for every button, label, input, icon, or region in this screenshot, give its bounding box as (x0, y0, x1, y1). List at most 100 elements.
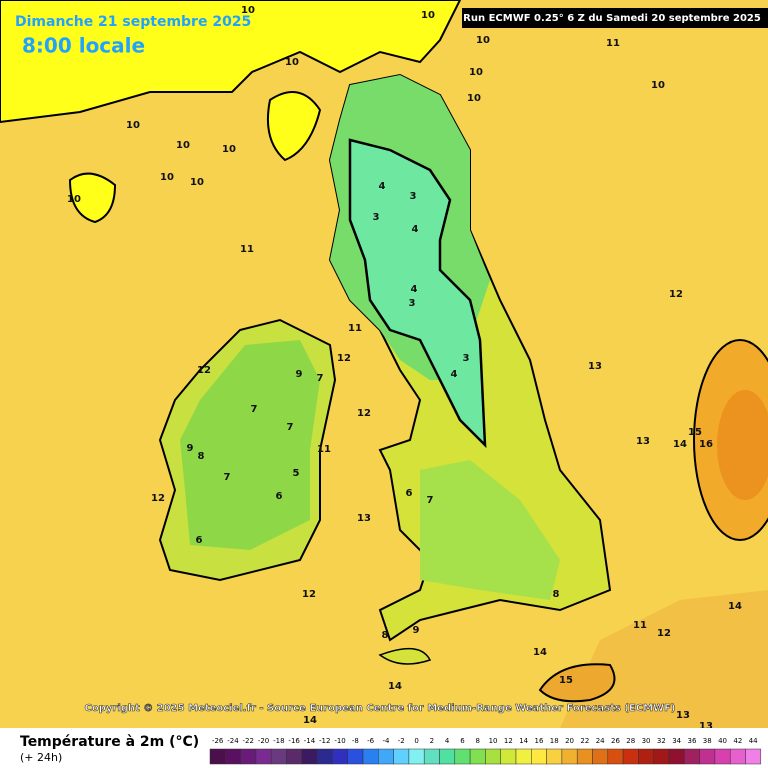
contour-label: 14 (533, 647, 547, 658)
scale-swatch (531, 748, 547, 765)
contour-label: 8 (382, 630, 389, 641)
contour-label: 4 (379, 181, 386, 192)
scale-label: -4 (382, 737, 390, 745)
contour-label: 13 (588, 361, 602, 372)
contour-label: 3 (463, 353, 470, 364)
scale-label: -8 (352, 737, 359, 745)
contour-label: 4 (411, 284, 418, 295)
contour-label: 6 (196, 535, 203, 546)
legend-title: Température à 2m (°C) (20, 734, 199, 750)
warm-zone (538, 663, 616, 703)
scale-label: 36 (687, 737, 696, 745)
contour-label: 13 (636, 436, 650, 447)
contour-label: 4 (412, 224, 419, 235)
scale-swatch (240, 748, 257, 765)
copyright: Copyright © 2025 Meteociel.fr - Source E… (85, 703, 676, 714)
contour-label: 10 (190, 177, 204, 188)
contour-label: 4 (451, 369, 458, 380)
scale-label: 32 (657, 737, 666, 745)
scale-label: -10 (334, 737, 345, 745)
warm-zone (560, 590, 768, 728)
scale-swatch (638, 748, 654, 765)
scale-label: 44 (749, 737, 758, 745)
contour-label: 14 (728, 601, 742, 612)
scale-label: 38 (703, 737, 712, 745)
contour-label: 14 (388, 681, 402, 692)
scale-swatch (332, 748, 348, 765)
scale-swatch (469, 748, 486, 765)
scale-label: -12 (319, 737, 330, 745)
contour-label: 15 (559, 675, 573, 686)
ireland-zone (180, 340, 320, 550)
scale-label: -18 (273, 737, 284, 745)
scale-label: -22 (243, 737, 254, 745)
contour-label: 10 (285, 57, 299, 68)
contour-label: 12 (337, 353, 351, 364)
scale-swatch (622, 748, 639, 765)
scale-label: -14 (304, 737, 316, 745)
contour-label: 10 (160, 172, 174, 183)
contour-label: 10 (67, 194, 81, 205)
scale-swatch (684, 748, 700, 765)
cool-zone (68, 172, 117, 224)
contour-label: 15 (688, 427, 702, 438)
contour-label: 8 (553, 589, 560, 600)
contour-label: 12 (302, 589, 316, 600)
scale-swatch (301, 748, 318, 765)
contour-label: 9 (296, 369, 303, 380)
scale-swatch (653, 748, 670, 765)
contour-label: 7 (251, 404, 258, 415)
scale-label: 8 (476, 737, 480, 745)
cool-zone (0, 0, 462, 124)
scale-swatch (408, 748, 425, 765)
contour-label: 3 (373, 212, 380, 223)
contour-label: 6 (406, 488, 413, 499)
scale-label: -16 (288, 737, 300, 745)
run-box (462, 8, 768, 28)
scale-label: 0 (414, 737, 418, 745)
contour-label: 10 (476, 35, 490, 46)
contour-label: 13 (699, 721, 713, 732)
contour-label: 11 (348, 323, 362, 334)
scale-swatch (729, 748, 746, 765)
contour-label: 10 (176, 140, 190, 151)
scale-label: 26 (611, 737, 620, 745)
color-scale: -26 -24 -22 -20 -18 -16 -14 -12 -10 -8 -6 -4 -2 0 2 4 6 8… (209, 737, 762, 765)
contour-label: 11 (317, 444, 331, 455)
contour-label: 7 (427, 495, 434, 506)
scale-swatch (255, 748, 272, 765)
contour-label: 13 (676, 710, 690, 721)
contour-label: 13 (357, 513, 371, 524)
scale-swatch (316, 748, 333, 765)
cool-zone (266, 91, 322, 162)
scale-swatch (592, 748, 609, 765)
contour-label: 11 (606, 38, 620, 49)
contour-label: 10 (126, 120, 140, 131)
time: 8:00 locale (22, 34, 145, 58)
scale-label: 16 (534, 737, 543, 745)
contour-label: 10 (222, 144, 236, 155)
contour-label: 12 (151, 493, 165, 504)
contour-label: 12 (357, 408, 371, 419)
scale-swatch (439, 748, 456, 765)
contour-label: 10 (241, 5, 255, 16)
run-info: Run ECMWF 0.25° 6 Z du Samedi 20 septemb… (463, 13, 761, 24)
scale-swatch (576, 748, 593, 765)
contour-label: 7 (224, 472, 231, 483)
scale-swatch (209, 748, 226, 765)
scale-label: 34 (672, 737, 681, 745)
scale-label: 20 (565, 737, 574, 745)
contour-label: 7 (317, 373, 324, 384)
contour-label: 9 (187, 443, 194, 454)
scale-label: 18 (550, 737, 559, 745)
contour-label: 8 (198, 451, 205, 462)
scale-swatch (362, 748, 379, 765)
scale-swatch (561, 748, 578, 765)
scale-label: 40 (718, 737, 727, 745)
contour-label: 14 (673, 439, 687, 450)
scale-label: 14 (519, 737, 528, 745)
scale-label: 12 (504, 737, 513, 745)
scale-label: -6 (367, 737, 375, 745)
scale-label: 2 (430, 737, 434, 745)
